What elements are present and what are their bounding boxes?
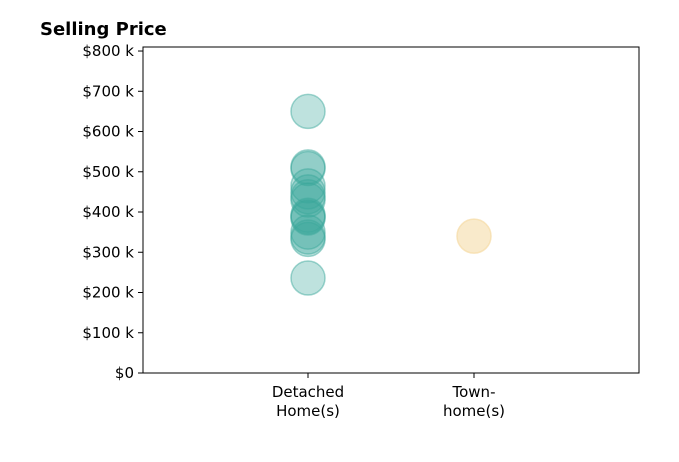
data-point [290, 93, 326, 130]
chart-title: Selling Price [40, 19, 167, 40]
data-point [290, 214, 326, 250]
data-point [290, 199, 326, 235]
data-point [456, 218, 492, 254]
x-category-label: Detached Home(s) [272, 383, 344, 420]
data-point [290, 219, 326, 255]
y-tick-label: $100 k [82, 324, 134, 342]
y-tick-label: $300 k [82, 243, 134, 261]
data-point [290, 150, 326, 187]
y-tick-label: $400 k [82, 203, 134, 221]
y-axis-ticks: $0 $100 k $200 k $300 k $400 k $500 k $600 k $7… [82, 42, 143, 382]
y-tick-label: $600 k [82, 123, 134, 141]
data-point [290, 178, 326, 215]
plot-area-frame [142, 46, 640, 374]
data-point [290, 221, 326, 258]
data-point [290, 182, 326, 218]
y-tick-label: $200 k [82, 284, 134, 302]
y-tick-label: $0 [115, 364, 134, 382]
x-category-label: Town-home(s) [443, 383, 505, 420]
y-tick-label: $800 k [82, 42, 134, 60]
x-axis-ticks: Detached Home(s) Town-home(s) [272, 373, 505, 420]
data-point [290, 174, 326, 210]
y-tick-label: $700 k [82, 82, 134, 100]
data-point [290, 168, 326, 204]
data-point [290, 260, 326, 296]
data-point [290, 200, 326, 236]
data-point [290, 197, 326, 233]
data-point [290, 149, 326, 185]
y-tick-label: $500 k [82, 163, 134, 181]
data-points [290, 93, 492, 296]
